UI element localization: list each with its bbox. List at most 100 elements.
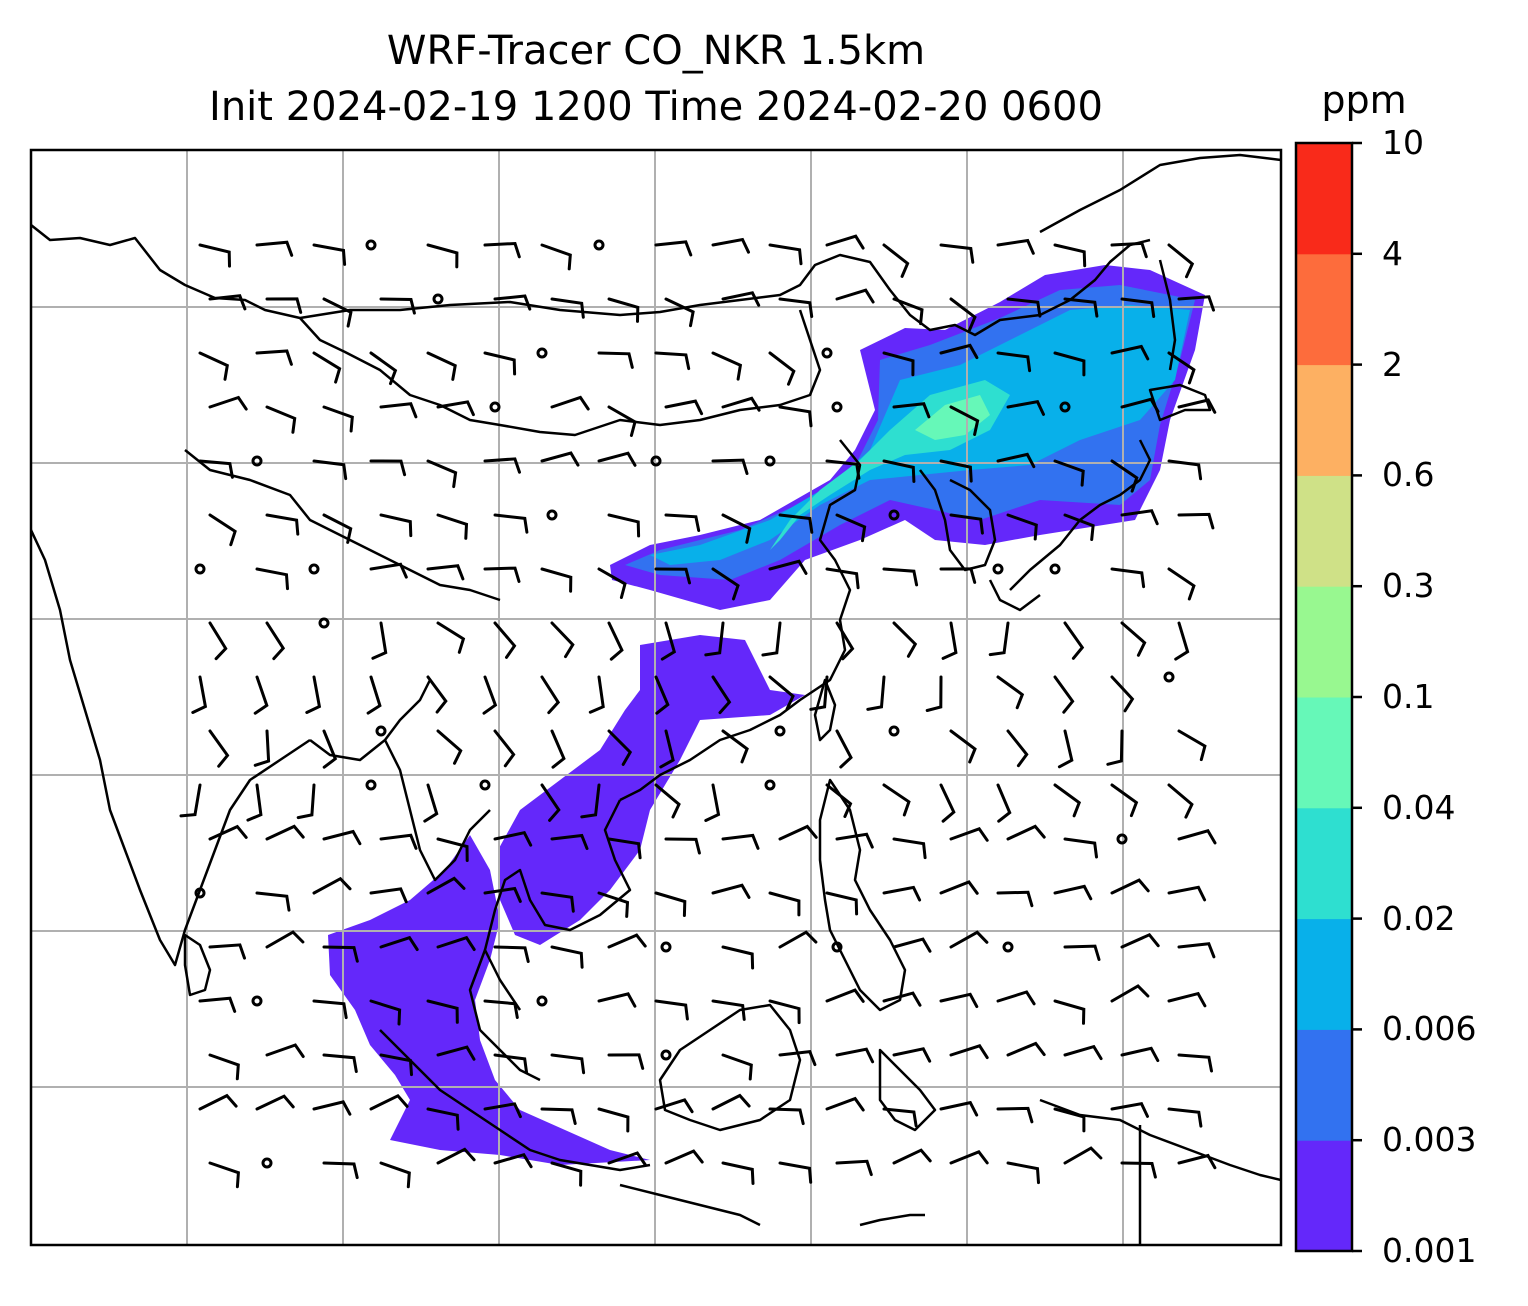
wind-barb xyxy=(882,567,919,587)
calm-wind-marker xyxy=(318,617,330,629)
wind-barb xyxy=(607,513,641,538)
wind-barb xyxy=(296,783,316,820)
wind-barb xyxy=(664,513,701,532)
wind-barb xyxy=(379,402,418,419)
wind-barb xyxy=(1063,621,1085,660)
wind-barb xyxy=(949,826,989,842)
calm-wind-marker xyxy=(888,725,900,737)
wind-barb xyxy=(426,459,458,489)
wind-barb xyxy=(426,243,459,269)
wind-barb xyxy=(654,1098,694,1114)
wind-barb xyxy=(1053,1107,1086,1133)
wind-barb xyxy=(369,351,398,386)
wind-barb xyxy=(882,1107,918,1128)
wind-barb xyxy=(664,837,701,855)
wind-barb xyxy=(191,675,208,714)
wind-barb xyxy=(1006,297,1042,318)
wind-barb xyxy=(483,999,519,1019)
wind-barb xyxy=(892,937,932,953)
wind-barb xyxy=(493,621,517,659)
wind-barb xyxy=(493,1152,533,1169)
timor xyxy=(859,1213,925,1227)
wind-barb xyxy=(426,675,448,714)
calm-wind-marker xyxy=(831,401,843,413)
wind-barb xyxy=(198,996,237,1013)
wind-barb xyxy=(208,729,230,768)
plume-south-china-sea-faint xyxy=(498,635,805,945)
wind-barb xyxy=(322,1053,358,1073)
wind-barb xyxy=(1167,567,1196,601)
wind-barb xyxy=(711,675,732,715)
wind-barb xyxy=(768,999,801,1025)
wind-barb xyxy=(1053,459,1085,487)
colorbar-tick-label: 0.3 xyxy=(1382,566,1435,606)
wind-barb xyxy=(540,567,573,593)
wind-barb xyxy=(939,459,973,483)
wind-barb xyxy=(949,405,980,436)
wind-barb xyxy=(996,990,1036,1006)
wind-barb xyxy=(835,513,867,543)
wind-barb xyxy=(882,459,916,483)
wind-barb xyxy=(423,783,439,823)
wind-barb xyxy=(312,351,342,384)
sumatra xyxy=(379,1029,651,1172)
wind-barb xyxy=(1053,999,1086,1025)
wind-barb xyxy=(996,238,1035,255)
calm-wind-marker xyxy=(308,563,320,575)
calm-wind-marker xyxy=(1049,563,1061,575)
wind-barb xyxy=(711,1093,751,1111)
wind-barb xyxy=(208,621,228,661)
wind-barb xyxy=(1053,783,1082,818)
wind-barb xyxy=(597,567,627,599)
wind-barb xyxy=(312,999,348,1020)
wind-barb xyxy=(1167,243,1195,279)
plume-northeast-peak xyxy=(915,395,990,440)
wind-barb xyxy=(436,935,476,951)
wind-barb xyxy=(1057,729,1074,769)
wind-barb xyxy=(1177,398,1217,414)
colorbar-unit-label: ppm xyxy=(1321,78,1407,122)
wind-barb xyxy=(721,945,755,970)
wind-barb xyxy=(607,405,637,437)
wind-barb xyxy=(198,243,231,268)
wind-barb xyxy=(1110,241,1148,259)
wind-barb xyxy=(1063,297,1099,318)
wind-barb xyxy=(540,891,575,913)
wind-barb xyxy=(654,891,687,917)
colorbar-tick-label: 0.04 xyxy=(1382,787,1456,827)
calm-wind-marker xyxy=(365,779,377,791)
wind-barb xyxy=(882,885,922,902)
calm-wind-marker xyxy=(593,239,605,251)
wind-barb xyxy=(996,1106,1034,1124)
calm-wind-marker xyxy=(546,509,558,521)
philippines xyxy=(818,778,907,1012)
calm-wind-marker xyxy=(194,563,206,575)
wind-barb xyxy=(892,1047,932,1063)
wind-barb xyxy=(436,729,463,765)
wind-barb xyxy=(1120,1046,1160,1063)
wind-barb xyxy=(255,349,293,366)
wind-barb xyxy=(1177,942,1216,959)
wind-barb xyxy=(711,351,743,381)
wind-barb xyxy=(322,297,353,328)
wind-barb xyxy=(711,999,746,1021)
mongolia-border xyxy=(299,309,822,437)
calm-wind-marker xyxy=(489,401,501,413)
wind-barb xyxy=(436,1147,476,1165)
wind-barb xyxy=(654,567,691,585)
wind-barb xyxy=(825,891,859,916)
wind-barb xyxy=(265,1043,305,1058)
wind-barb xyxy=(265,405,297,434)
wind-barb xyxy=(1053,351,1086,377)
wind-barb xyxy=(255,1094,295,1111)
wind-barb xyxy=(711,883,751,899)
wind-barb xyxy=(607,297,640,323)
calm-wind-marker xyxy=(1116,833,1128,845)
wind-barb xyxy=(322,513,353,544)
wind-barb xyxy=(825,459,861,480)
wind-barb xyxy=(1167,351,1196,385)
wind-barb xyxy=(704,783,721,822)
wind-barb xyxy=(436,621,466,654)
wind-barb xyxy=(208,943,246,960)
new-guinea xyxy=(1039,1098,1281,1182)
